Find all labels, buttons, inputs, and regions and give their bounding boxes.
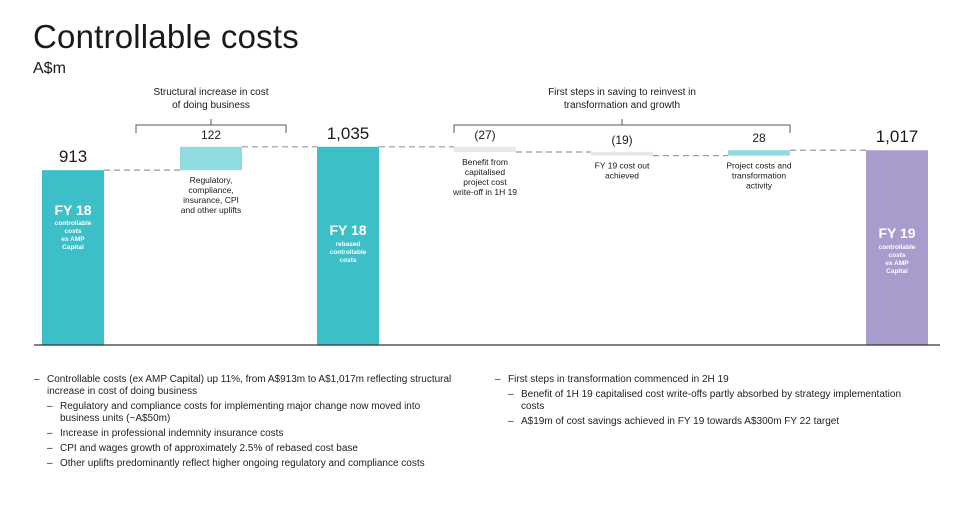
caption-project: transformation <box>732 171 787 181</box>
annotation-text-firststeps: transformation and growth <box>564 100 680 111</box>
sub-bullet-item: Benefit of 1H 19 capitalised cost write-… <box>508 389 915 413</box>
notes-left: Controllable costs (ex AMP Capital) up 1… <box>34 374 454 474</box>
bar-subtitle-fy18: ex AMP <box>61 236 85 243</box>
caption-capitalised: Benefit from <box>462 157 508 167</box>
bar-subtitle-fy19: controllable <box>879 244 916 251</box>
sub-bullet-item: Regulatory and compliance costs for impl… <box>47 401 454 425</box>
caption-uplifts: compliance, <box>188 185 233 195</box>
sub-bullet-list: Benefit of 1H 19 capitalised cost write-… <box>508 389 915 428</box>
annotation-text-firststeps: First steps in saving to reinvest in <box>548 87 696 98</box>
notes-right: First steps in transformation commenced … <box>495 374 915 432</box>
caption-project: Project costs and <box>726 161 791 171</box>
bullet-list-left: Controllable costs (ex AMP Capital) up 1… <box>34 374 454 470</box>
value-label-costout: (19) <box>611 133 632 147</box>
bullet-list-right: First steps in transformation commenced … <box>495 374 915 428</box>
bar-title-fy18: FY 18 <box>54 202 91 218</box>
bar-fy19 <box>866 150 928 345</box>
bar-costout <box>591 151 653 156</box>
bar-subtitle-fy18: Capital <box>62 244 84 251</box>
value-label-capitalised: (27) <box>474 128 495 142</box>
value-label-fy18: 913 <box>59 147 87 166</box>
sub-bullet-item: CPI and wages growth of approximately 2.… <box>47 443 454 455</box>
bar-fy18 <box>42 170 104 345</box>
bar-subtitle-fy18: controllable <box>55 220 92 227</box>
bar-subtitle-fy18rebased: controllable <box>330 249 367 256</box>
annotation-text-structural: Structural increase in cost <box>153 87 268 98</box>
caption-uplifts: and other uplifts <box>181 205 241 215</box>
bar-project <box>728 150 790 156</box>
bullet-text: First steps in transformation commenced … <box>508 374 729 385</box>
bar-subtitle-fy19: Capital <box>886 268 908 275</box>
bar-fy18rebased <box>317 146 379 345</box>
caption-uplifts: Regulatory, <box>190 175 233 185</box>
bar-uplifts <box>180 146 242 171</box>
bullet-item: Controllable costs (ex AMP Capital) up 1… <box>34 374 454 470</box>
value-label-fy18rebased: 1,035 <box>327 124 370 143</box>
sub-bullet-item: Other uplifts predominantly reflect high… <box>47 458 454 470</box>
bar-title-fy18rebased: FY 18 <box>329 222 366 238</box>
bar-subtitle-fy18: costs <box>65 228 82 235</box>
annotation-text-structural: of doing business <box>172 100 250 111</box>
caption-costout: achieved <box>605 171 639 181</box>
sub-bullet-list: Regulatory and compliance costs for impl… <box>47 401 454 470</box>
annotation-bracket-structural <box>135 119 287 133</box>
bar-subtitle-fy19: costs <box>889 252 906 259</box>
annotation-bracket-firststeps <box>453 119 791 133</box>
bar-subtitle-fy18rebased: rebased <box>336 241 361 248</box>
bar-capitalised <box>454 146 516 152</box>
caption-uplifts: insurance, CPI <box>183 195 239 205</box>
value-label-fy19: 1,017 <box>876 127 919 146</box>
bullet-item: First steps in transformation commenced … <box>495 374 915 428</box>
value-label-project: 28 <box>752 131 766 145</box>
page-title: Controllable costs <box>33 18 299 55</box>
bar-title-fy19: FY 19 <box>878 225 915 241</box>
sub-bullet-item: A$19m of cost savings achieved in FY 19 … <box>508 416 915 428</box>
caption-capitalised: project cost <box>463 177 507 187</box>
caption-project: activity <box>746 181 773 191</box>
unit-label: A$m <box>33 60 66 77</box>
value-label-uplifts: 122 <box>201 128 221 142</box>
caption-capitalised: capitalised <box>465 167 505 177</box>
sub-bullet-item: Increase in professional indemnity insur… <box>47 428 454 440</box>
bullet-text: Controllable costs (ex AMP Capital) up 1… <box>47 374 452 397</box>
bar-subtitle-fy18rebased: costs <box>340 257 357 264</box>
caption-capitalised: write-off in 1H 19 <box>452 187 517 197</box>
bar-subtitle-fy19: ex AMP <box>885 260 909 267</box>
caption-costout: FY 19 cost out <box>595 161 650 171</box>
